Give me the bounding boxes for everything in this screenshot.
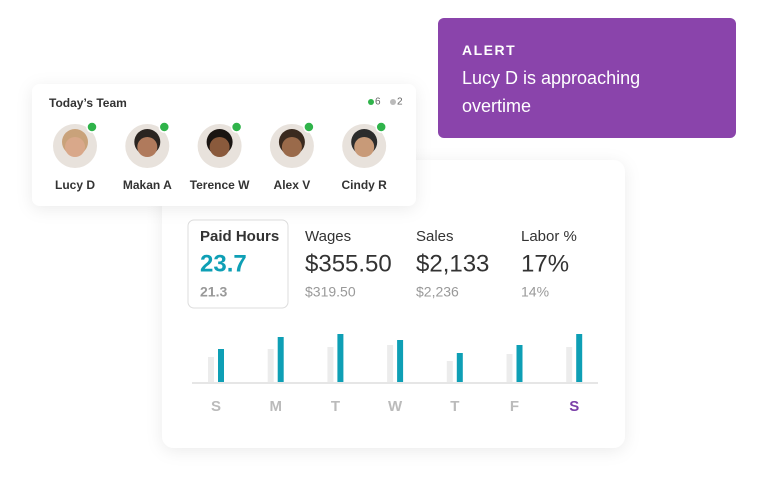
- status-dot: [375, 121, 387, 133]
- stat-previous: 21.3: [200, 284, 227, 300]
- avatar-face: [354, 137, 375, 157]
- member-name: Terence W: [190, 178, 250, 192]
- stat-label: Wages: [305, 228, 351, 245]
- bar: [566, 347, 573, 382]
- stat-previous: $319.50: [305, 284, 356, 300]
- bar: [208, 357, 214, 382]
- bar: [277, 337, 284, 382]
- day-label[interactable]: S: [211, 398, 221, 415]
- stat-value: $2,133: [416, 250, 489, 277]
- day-label[interactable]: F: [510, 398, 519, 415]
- team-title: Today’s Team: [49, 96, 127, 110]
- status-dot: [230, 121, 243, 133]
- stat-value: 23.7: [200, 250, 247, 277]
- status-dot: [158, 121, 171, 133]
- stat-label: Sales: [416, 228, 454, 245]
- alert-title: ALERT: [462, 42, 517, 58]
- stat-label: Labor %: [521, 228, 577, 245]
- offline-count: 2: [397, 97, 403, 108]
- member-name: Cindy R: [342, 178, 388, 192]
- day-label[interactable]: S: [569, 398, 579, 415]
- day-label[interactable]: W: [388, 398, 403, 415]
- stat-label: Paid Hours: [200, 228, 279, 245]
- day-label[interactable]: T: [450, 398, 459, 415]
- bar: [506, 354, 513, 382]
- avatar-face: [137, 137, 158, 157]
- stat-value: $355.50: [305, 250, 392, 277]
- avatar-face: [281, 137, 302, 157]
- offline-dot: [390, 99, 396, 105]
- bar: [516, 345, 523, 382]
- avatar-face: [65, 137, 85, 157]
- bar: [218, 349, 224, 382]
- bar: [446, 361, 453, 382]
- alert-card: ALERT Lucy D is approaching overtime: [438, 18, 736, 138]
- bar: [337, 334, 344, 382]
- alert-message: Lucy D is approaching overtime: [462, 68, 641, 116]
- day-label[interactable]: T: [331, 398, 340, 415]
- bar: [576, 334, 583, 382]
- online-dot: [368, 99, 374, 105]
- member-name: Makan A: [123, 178, 172, 192]
- stat-value: 17%: [521, 250, 569, 277]
- member-name: Lucy D: [55, 178, 95, 192]
- status-dot: [86, 121, 98, 133]
- member-name: Alex V: [274, 178, 311, 192]
- stat-previous: $2,236: [416, 284, 459, 300]
- selected-stat-box[interactable]: [187, 219, 289, 309]
- bar: [267, 349, 274, 382]
- bar: [456, 353, 463, 382]
- stat-previous: 14%: [521, 284, 549, 300]
- online-count: 6: [375, 97, 381, 108]
- avatar-face: [209, 137, 230, 157]
- bar: [387, 345, 394, 382]
- bar: [327, 347, 334, 382]
- status-dot: [303, 121, 315, 133]
- bar: [397, 340, 404, 382]
- day-label[interactable]: M: [269, 398, 282, 415]
